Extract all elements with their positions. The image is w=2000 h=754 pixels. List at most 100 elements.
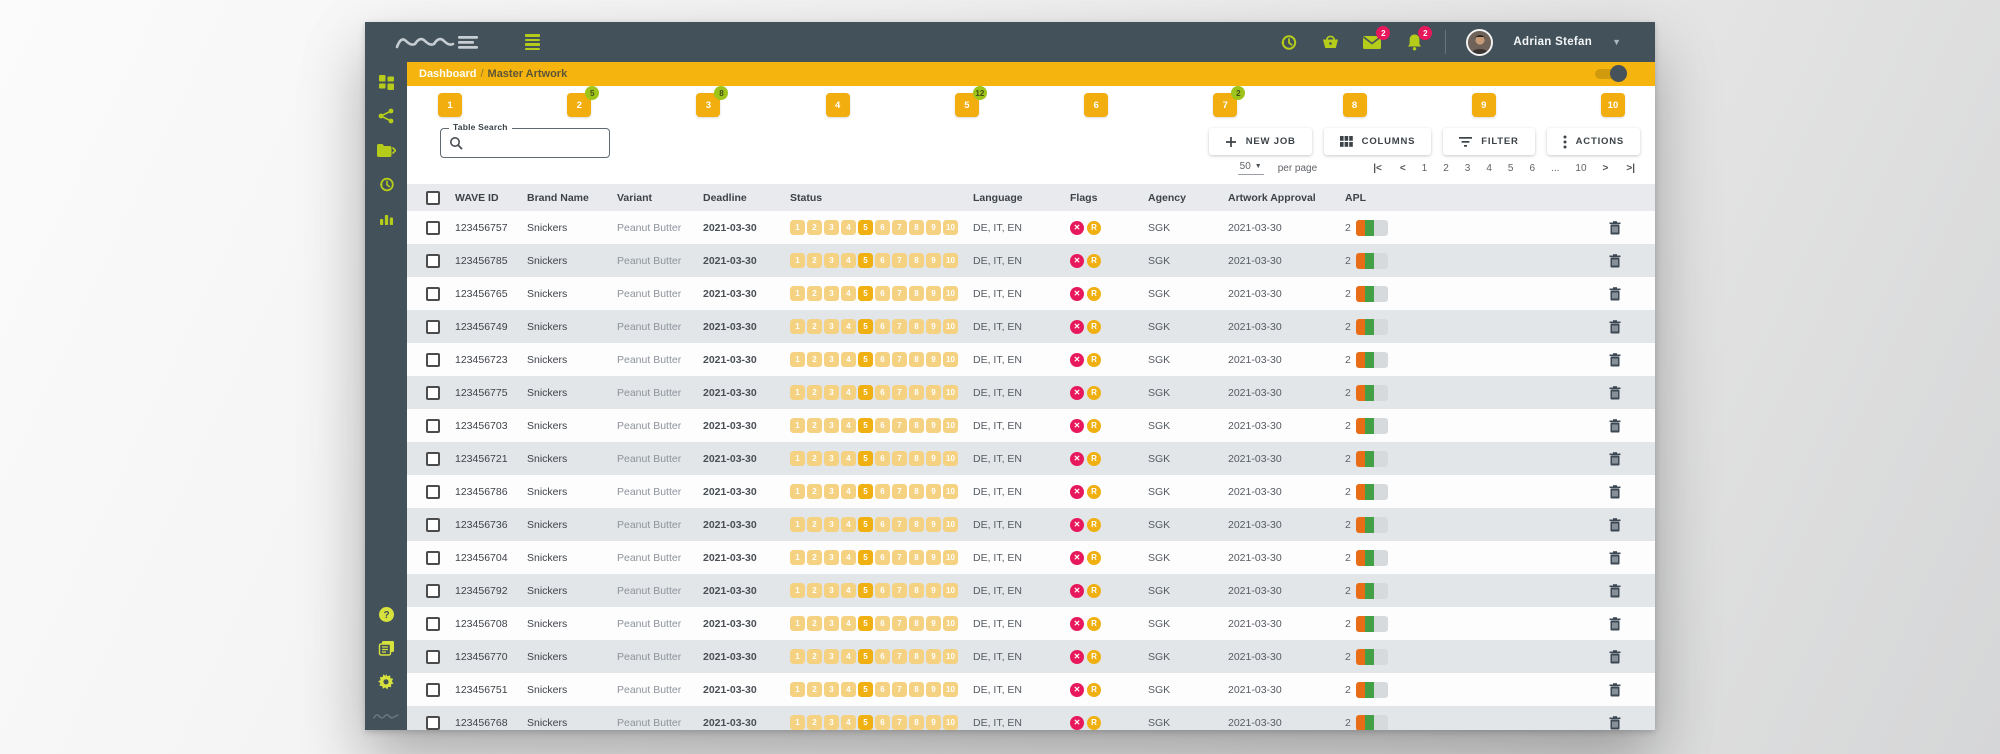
select-all-checkbox[interactable] bbox=[426, 190, 440, 205]
status-chip-1[interactable]: 1 bbox=[790, 319, 805, 334]
status-chip-10[interactable]: 10 bbox=[943, 484, 958, 499]
status-chip-10[interactable]: 10 bbox=[943, 451, 958, 466]
apl-bars[interactable] bbox=[1355, 252, 1388, 269]
table-row[interactable]: 123456768 Snickers Peanut Butter 2021-03… bbox=[407, 706, 1655, 730]
bar-chart-icon[interactable] bbox=[376, 208, 396, 228]
apl-bars[interactable] bbox=[1355, 615, 1388, 632]
status-chip-1[interactable]: 1 bbox=[790, 352, 805, 367]
status-chip-5[interactable]: 5 bbox=[858, 682, 873, 697]
status-chip-3[interactable]: 3 bbox=[824, 484, 839, 499]
status-chip-8[interactable]: 8 bbox=[909, 220, 924, 235]
status-chip-8[interactable]: 8 bbox=[909, 451, 924, 466]
history-icon[interactable] bbox=[1277, 32, 1299, 52]
status-chip-9[interactable]: 9 bbox=[926, 352, 941, 367]
header-artwork-approval[interactable]: Artwork Approval bbox=[1228, 191, 1316, 204]
status-chip-10[interactable]: 10 bbox=[943, 352, 958, 367]
apl-bars[interactable] bbox=[1355, 384, 1388, 401]
status-chip-7[interactable]: 7 bbox=[892, 253, 907, 268]
status-chip-9[interactable]: 9 bbox=[926, 517, 941, 532]
status-chip-6[interactable]: 6 bbox=[875, 253, 890, 268]
status-chip-7[interactable]: 7 bbox=[892, 682, 907, 697]
status-chip-10[interactable]: 10 bbox=[943, 550, 958, 565]
header-brand-name[interactable]: Brand Name bbox=[527, 191, 589, 204]
status-chip-8[interactable]: 8 bbox=[909, 319, 924, 334]
status-chip-9[interactable]: 9 bbox=[926, 385, 941, 400]
status-chip-6[interactable]: 6 bbox=[875, 616, 890, 631]
status-chip-6[interactable]: 6 bbox=[875, 550, 890, 565]
row-checkbox[interactable] bbox=[426, 484, 440, 499]
avatar[interactable] bbox=[1466, 28, 1494, 56]
status-chip-4[interactable]: 4 bbox=[841, 517, 856, 532]
status-chip-2[interactable]: 2 bbox=[807, 484, 822, 499]
flag-error-icon[interactable]: ✕ bbox=[1070, 385, 1084, 400]
folder-icon[interactable] bbox=[376, 140, 396, 160]
status-chip-1[interactable]: 1 bbox=[790, 616, 805, 631]
header-agency[interactable]: Agency bbox=[1148, 191, 1186, 204]
table-row[interactable]: 123456721 Snickers Peanut Butter 2021-03… bbox=[407, 442, 1655, 475]
row-checkbox[interactable] bbox=[426, 418, 440, 433]
status-chip-1[interactable]: 1 bbox=[790, 220, 805, 235]
flag-error-icon[interactable]: ✕ bbox=[1070, 682, 1084, 697]
flag-warning-icon[interactable]: R bbox=[1087, 385, 1101, 400]
page-button-6[interactable]: 6 bbox=[1529, 162, 1536, 174]
status-chip-3[interactable]: 3 bbox=[824, 220, 839, 235]
status-chip-9[interactable]: 9 bbox=[926, 682, 941, 697]
status-chip-6[interactable]: 6 bbox=[875, 220, 890, 235]
apl-bars[interactable] bbox=[1355, 681, 1388, 698]
status-chip-6[interactable]: 6 bbox=[875, 517, 890, 532]
flag-error-icon[interactable]: ✕ bbox=[1070, 418, 1084, 433]
status-chip-7[interactable]: 7 bbox=[892, 451, 907, 466]
status-chip-7[interactable]: 7 bbox=[892, 616, 907, 631]
status-chip-1[interactable]: 1 bbox=[790, 550, 805, 565]
status-chip-4[interactable]: 4 bbox=[841, 484, 856, 499]
delete-row-button[interactable] bbox=[1609, 649, 1621, 664]
status-chip-5[interactable]: 5 bbox=[858, 550, 873, 565]
status-chip-5[interactable]: 5 bbox=[858, 715, 873, 730]
share-icon[interactable] bbox=[376, 106, 396, 126]
apl-bars[interactable] bbox=[1355, 318, 1388, 335]
status-chip-4[interactable]: 4 bbox=[841, 286, 856, 301]
status-chip-2[interactable]: 2 bbox=[807, 550, 822, 565]
row-checkbox[interactable] bbox=[426, 319, 440, 334]
status-chip-8[interactable]: 8 bbox=[909, 352, 924, 367]
workflow-step-9[interactable]: 9 bbox=[1471, 93, 1496, 117]
status-chip-2[interactable]: 2 bbox=[807, 583, 822, 598]
status-chip-6[interactable]: 6 bbox=[875, 649, 890, 664]
status-chip-4[interactable]: 4 bbox=[841, 220, 856, 235]
status-chip-4[interactable]: 4 bbox=[841, 550, 856, 565]
row-checkbox[interactable] bbox=[426, 682, 440, 697]
apl-bars[interactable] bbox=[1355, 417, 1388, 434]
status-chip-9[interactable]: 9 bbox=[926, 715, 941, 730]
workflow-step-10[interactable]: 10 bbox=[1600, 93, 1625, 117]
status-chip-7[interactable]: 7 bbox=[892, 286, 907, 301]
status-chip-6[interactable]: 6 bbox=[875, 352, 890, 367]
status-chip-5[interactable]: 5 bbox=[858, 385, 873, 400]
status-chip-2[interactable]: 2 bbox=[807, 286, 822, 301]
flag-warning-icon[interactable]: R bbox=[1087, 484, 1101, 499]
status-chip-5[interactable]: 5 bbox=[858, 352, 873, 367]
status-chip-5[interactable]: 5 bbox=[858, 451, 873, 466]
status-chip-3[interactable]: 3 bbox=[824, 385, 839, 400]
status-chip-8[interactable]: 8 bbox=[909, 385, 924, 400]
status-chip-3[interactable]: 3 bbox=[824, 319, 839, 334]
status-chip-7[interactable]: 7 bbox=[892, 649, 907, 664]
status-chip-5[interactable]: 5 bbox=[858, 649, 873, 664]
delete-row-button[interactable] bbox=[1609, 286, 1621, 301]
apl-bars[interactable] bbox=[1355, 483, 1388, 500]
flag-error-icon[interactable]: ✕ bbox=[1070, 286, 1084, 301]
status-chip-9[interactable]: 9 bbox=[926, 319, 941, 334]
flag-warning-icon[interactable]: R bbox=[1087, 352, 1101, 367]
workflow-step-4[interactable]: 4 bbox=[825, 93, 850, 117]
delete-row-button[interactable] bbox=[1609, 451, 1621, 466]
status-chip-1[interactable]: 1 bbox=[790, 253, 805, 268]
status-chip-7[interactable]: 7 bbox=[892, 418, 907, 433]
status-chip-2[interactable]: 2 bbox=[807, 220, 822, 235]
flag-warning-icon[interactable]: R bbox=[1087, 517, 1101, 532]
status-chip-9[interactable]: 9 bbox=[926, 649, 941, 664]
status-chip-6[interactable]: 6 bbox=[875, 715, 890, 730]
delete-row-button[interactable] bbox=[1609, 352, 1621, 367]
status-chip-8[interactable]: 8 bbox=[909, 484, 924, 499]
flag-error-icon[interactable]: ✕ bbox=[1070, 550, 1084, 565]
table-row[interactable]: 123456749 Snickers Peanut Butter 2021-03… bbox=[407, 310, 1655, 343]
status-chip-6[interactable]: 6 bbox=[875, 286, 890, 301]
